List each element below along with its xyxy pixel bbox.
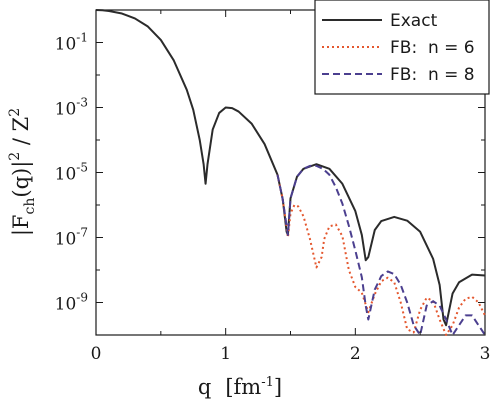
y-axis-label: |Fch(q)|2 / Z2 — [7, 108, 38, 236]
legend-label-exact: Exact — [390, 11, 438, 31]
tick-layer: 0 1 2 3 10-1 10-3 10-5 10-7 10-9 — [55, 10, 491, 364]
y-tick-label: 10-3 — [55, 96, 88, 120]
x-axis-label-close: ] — [274, 375, 282, 399]
y-tick-label: 10-5 — [55, 161, 88, 185]
x-tick-label: 1 — [220, 344, 231, 364]
x-tick-label: 0 — [91, 344, 102, 364]
y-tick-label: 10-9 — [55, 291, 88, 315]
y-axis-label-l2: (q)| — [9, 161, 34, 198]
series-line-fb-n8 — [276, 164, 486, 336]
x-tick-label: 3 — [480, 344, 491, 364]
y-tick-label: 10-7 — [55, 226, 88, 250]
legend-label-fb-n6: FB: n = 6 — [390, 38, 475, 58]
x-axis-label-base: q — [198, 375, 211, 399]
legend: Exact FB: n = 6 FB: n = 8 — [314, 0, 490, 95]
series-line-fb-n6 — [276, 174, 486, 336]
y-axis-label-sup2: 2 — [7, 108, 23, 117]
y-axis-label-sub: ch — [22, 198, 38, 215]
y-axis-label-sup1: 2 — [7, 152, 23, 161]
series-layer — [95, 9, 486, 336]
legend-label-fb-n8: FB: n = 8 — [390, 65, 475, 85]
x-axis-label: q [fm-1] — [198, 375, 282, 399]
y-tick-label: 10-1 — [55, 31, 88, 55]
x-axis-label-unit: [fm — [225, 375, 261, 399]
x-tick-label: 2 — [350, 344, 361, 364]
y-axis-label-l3: / Z — [9, 117, 33, 152]
x-axis-label-sup: -1 — [261, 375, 274, 390]
y-axis-label-l1: |F — [9, 214, 34, 236]
